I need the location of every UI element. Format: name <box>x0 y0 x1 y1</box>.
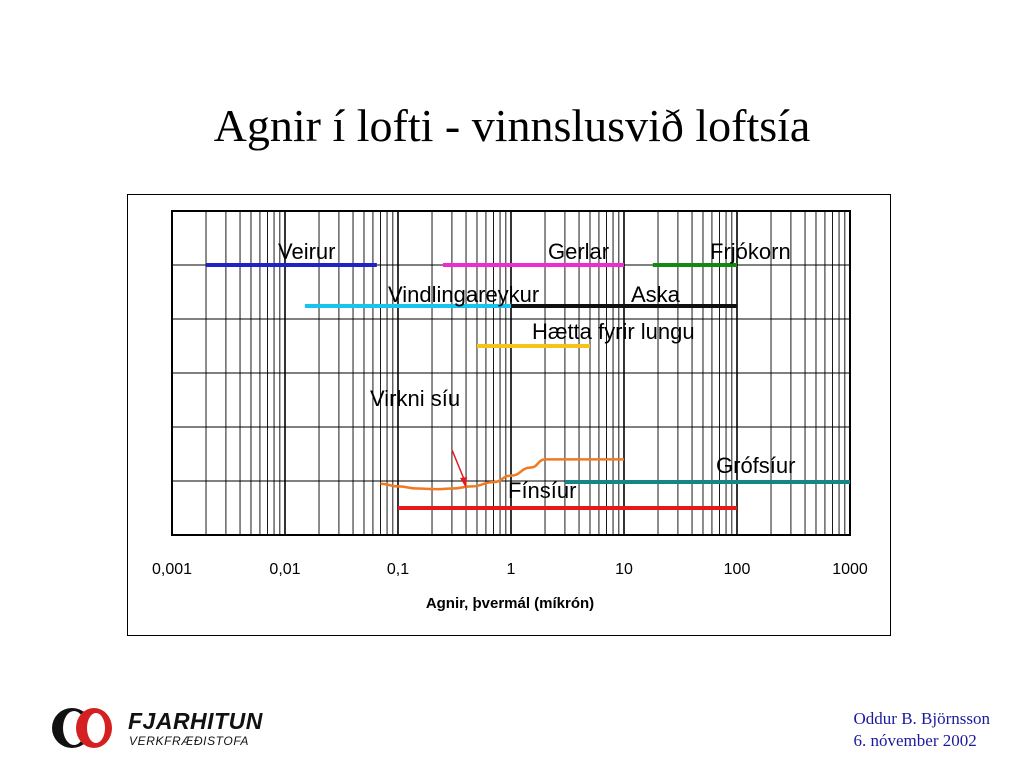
x-tick-label: 1 <box>507 561 516 578</box>
x-tick-label: 10 <box>615 561 633 578</box>
logo-mark-icon <box>52 708 112 748</box>
range-label-haetta-fyrir-lungu: Hætta fyrir lungu <box>532 319 695 344</box>
logo-subtitle: VERKFRÆÐISTOFA <box>129 734 249 748</box>
logo-name: FJARHITUN <box>128 708 263 734</box>
efficiency-curve-line <box>380 458 624 491</box>
range-bars <box>206 263 850 510</box>
range-labels: Veirur Gerlar Frjókorn Vindlingareykur Aska H… <box>278 239 795 503</box>
company-logo: FJARHITUN VERKFRÆÐISTOFA <box>50 706 290 750</box>
range-label-aska: Aska <box>631 282 681 307</box>
x-tick-label: 0,001 <box>152 561 192 578</box>
range-label-gerlar: Gerlar <box>548 239 609 264</box>
chart-frame: Veirur Gerlar Frjókorn Vindlingareykur Aska H… <box>127 194 891 636</box>
footer-author: Oddur B. Björnsson <box>853 709 990 728</box>
x-tick-label: 1000 <box>832 561 868 578</box>
x-tick-label: 100 <box>724 561 751 578</box>
annotation-arrow-head-icon <box>460 477 468 489</box>
x-tick-labels: 0,001 0,01 0,1 1 10 100 1000 <box>152 561 868 578</box>
range-label-vindlingareykur: Vindlingareykur <box>388 282 539 307</box>
particle-size-chart: Veirur Gerlar Frjókorn Vindlingareykur Aska H… <box>152 210 868 612</box>
range-label-frjokorn: Frjókorn <box>710 239 791 264</box>
x-tick-label: 0,1 <box>387 561 409 578</box>
range-label-grofsiur: Grófsíur <box>716 453 795 478</box>
x-axis-label: Agnir, þvermál (míkrón) <box>426 595 594 612</box>
range-label-finsiur: Fínsíur <box>508 478 576 503</box>
efficiency-curve-group <box>380 449 624 491</box>
range-label-veirur: Veirur <box>278 239 335 264</box>
efficiency-curve-label: Virkni síu <box>370 386 460 411</box>
slide-title: Agnir í lofti - vinnslusvið loftsía <box>213 100 811 151</box>
footer: Oddur B. Björnsson 6. nóvember 2002 <box>854 708 990 752</box>
x-tick-label: 0,01 <box>269 561 300 578</box>
footer-date: 6. nóvember 2002 <box>853 731 977 750</box>
